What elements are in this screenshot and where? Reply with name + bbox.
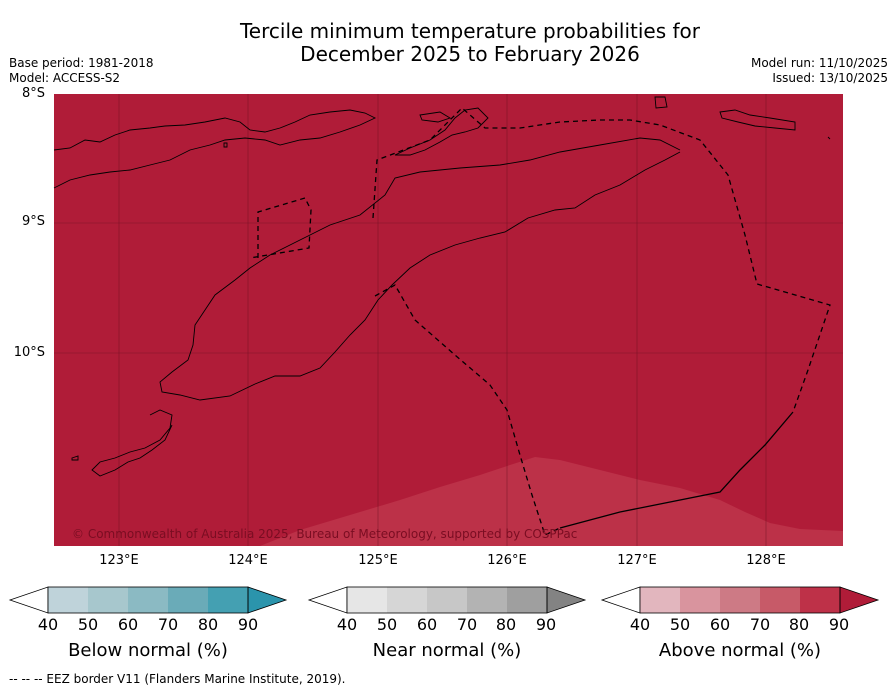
base-period: Base period: 1981-2018 xyxy=(9,56,154,70)
colorbar-near xyxy=(307,586,587,614)
model-run: Model run: 11/10/2025 xyxy=(750,56,888,70)
below-swatch-3 xyxy=(128,587,168,613)
tiny-island-2 xyxy=(223,142,228,148)
colorbar-below-label: Below normal (%) xyxy=(68,640,228,661)
meta-left: Base period: 1981-2018 Model: ACCESS-S2 xyxy=(9,56,154,86)
near-tick-70: 70 xyxy=(456,615,478,634)
timor-island-coast xyxy=(159,137,681,401)
near-swatch-2 xyxy=(387,587,427,613)
chart-title: Tercile minimum temperature probabilitie… xyxy=(0,20,896,66)
above-normal-90-region xyxy=(54,94,843,546)
above-tick-90: 90 xyxy=(828,615,850,634)
above-swatch-2 xyxy=(680,587,720,613)
above-tick-40: 40 xyxy=(629,615,651,634)
above-tick-60: 60 xyxy=(709,615,731,634)
title-line-2: December 2025 to February 2026 xyxy=(300,42,640,66)
colorbar-above-label: Above normal (%) xyxy=(658,640,822,661)
near-extend-high xyxy=(546,586,587,614)
near-swatch-5 xyxy=(507,587,547,613)
near-tick-60: 60 xyxy=(416,615,438,634)
above-tick-80: 80 xyxy=(788,615,810,634)
above-frame xyxy=(639,586,841,614)
lon-label-125e: 125°E xyxy=(358,553,398,568)
above-swatch-5 xyxy=(800,587,840,613)
colorbar-near-label: Near normal (%) xyxy=(372,640,522,661)
above-extend-high xyxy=(839,586,880,614)
colorbar-above xyxy=(600,586,880,614)
below-swatch-5 xyxy=(208,587,248,613)
lat-label-10s: 10°S xyxy=(13,345,45,360)
graticule xyxy=(54,94,843,546)
below-swatch-4 xyxy=(168,587,208,613)
small-island-coast xyxy=(71,455,79,461)
lat-label-9s: 9°S xyxy=(21,214,45,229)
below-swatch-1 xyxy=(48,587,88,613)
near-tick-90: 90 xyxy=(535,615,557,634)
eez-footnote: -- -- -- EEZ border V11 (Flanders Marine… xyxy=(9,672,346,686)
tiny-island-1 xyxy=(827,136,831,140)
eez-border xyxy=(249,107,831,536)
below-tick-80: 80 xyxy=(197,615,219,634)
below-tick-50: 50 xyxy=(77,615,99,634)
near-tick-80: 80 xyxy=(495,615,517,634)
below-tick-70: 70 xyxy=(157,615,179,634)
below-tick-40: 40 xyxy=(37,615,59,634)
near-swatch-3 xyxy=(427,587,467,613)
coastlines xyxy=(53,96,831,477)
above-extend-low xyxy=(600,586,641,614)
below-extend-low xyxy=(8,586,49,614)
near-tick-50: 50 xyxy=(376,615,398,634)
lat-label-8s: 8°S xyxy=(21,86,45,101)
alor-coast xyxy=(419,111,452,123)
above-tick-50: 50 xyxy=(669,615,691,634)
babar-coast xyxy=(654,96,668,109)
below-extend-high xyxy=(247,586,288,614)
tanimbar-coast xyxy=(719,109,796,131)
lon-label-123e: 123°E xyxy=(99,553,139,568)
near-swatch-1 xyxy=(347,587,387,613)
model-name: Model: ACCESS-S2 xyxy=(9,71,121,85)
below-swatch-2 xyxy=(88,587,128,613)
lon-label-128e: 128°E xyxy=(746,553,786,568)
lon-label-126e: 126°E xyxy=(487,553,527,568)
near-extend-low xyxy=(307,586,348,614)
flores-coast xyxy=(53,109,377,189)
near-frame xyxy=(346,586,548,614)
below-frame xyxy=(47,586,249,614)
above-swatch-4 xyxy=(760,587,800,613)
lon-label-124e: 124°E xyxy=(228,553,268,568)
above-tick-70: 70 xyxy=(749,615,771,634)
near-swatch-4 xyxy=(467,587,507,613)
wetar-coast xyxy=(394,107,489,156)
above-normal-80-region xyxy=(260,457,843,546)
title-line-1: Tercile minimum temperature probabilitie… xyxy=(239,19,701,43)
below-tick-60: 60 xyxy=(117,615,139,634)
below-tick-90: 90 xyxy=(237,615,259,634)
rote-island-coast xyxy=(91,409,173,477)
colorbar-below xyxy=(8,586,288,614)
above-swatch-1 xyxy=(640,587,680,613)
meta-right: Model run: 11/10/2025 Issued: 13/10/2025 xyxy=(751,56,888,86)
map-copyright: © Commonwealth of Australia 2025, Bureau… xyxy=(72,527,577,541)
lon-label-127e: 127°E xyxy=(617,553,657,568)
above-swatch-3 xyxy=(720,587,760,613)
issued-date: Issued: 13/10/2025 xyxy=(772,71,888,85)
eez-solid-segment xyxy=(559,411,794,529)
near-tick-40: 40 xyxy=(336,615,358,634)
